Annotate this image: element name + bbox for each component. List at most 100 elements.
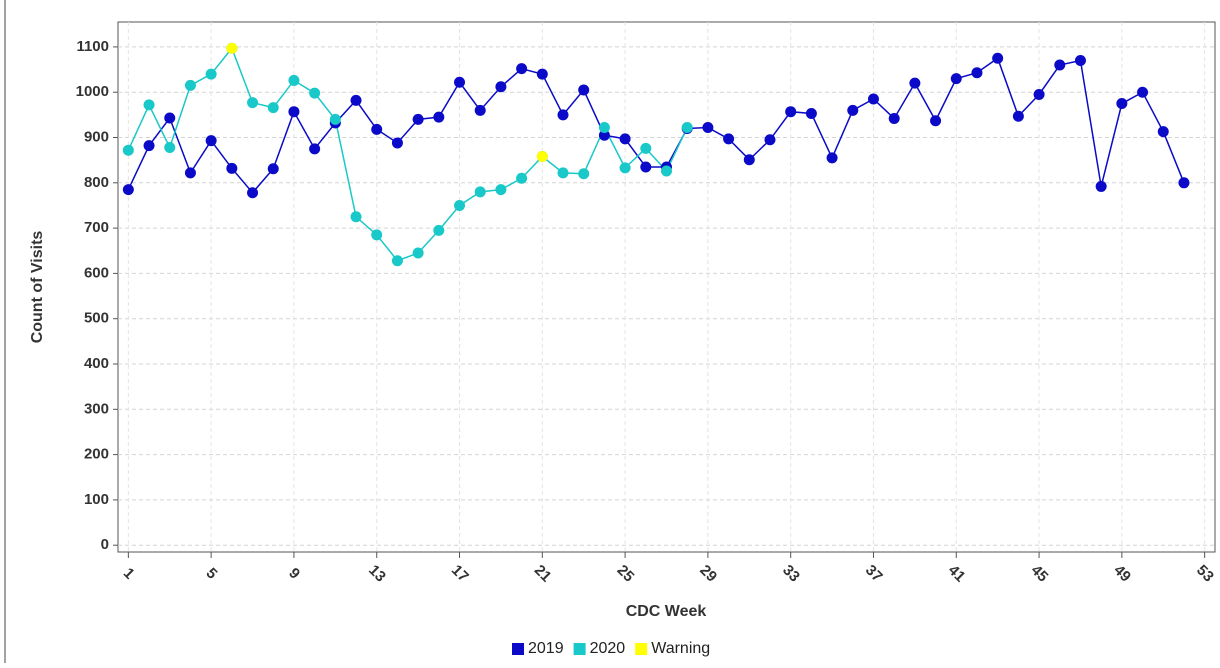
point xyxy=(536,68,548,80)
point xyxy=(267,163,279,175)
point xyxy=(930,115,942,127)
legend-label: Warning xyxy=(651,640,710,657)
point xyxy=(578,168,590,180)
point xyxy=(184,167,196,179)
point xyxy=(164,112,176,124)
point xyxy=(1054,59,1066,71)
point xyxy=(309,87,321,99)
point xyxy=(598,122,610,134)
point xyxy=(474,104,486,116)
point xyxy=(723,133,735,145)
x-tick-label: 25 xyxy=(614,562,638,586)
point xyxy=(474,186,486,198)
y-tick-label: 200 xyxy=(84,446,109,463)
point xyxy=(681,122,693,134)
point xyxy=(1033,88,1045,100)
point xyxy=(309,143,321,155)
point xyxy=(495,184,507,196)
point xyxy=(391,137,403,149)
point xyxy=(909,77,921,89)
point xyxy=(495,81,507,93)
y-tick-label: 1000 xyxy=(76,83,109,100)
x-tick-label: 53 xyxy=(1193,562,1217,586)
y-tick-label: 500 xyxy=(84,310,109,327)
plot-area xyxy=(117,21,1216,553)
legend-label: 2020 xyxy=(590,640,626,657)
point xyxy=(619,133,631,145)
y-tick-label: 1100 xyxy=(76,38,109,55)
point xyxy=(557,109,569,121)
point xyxy=(1116,98,1128,110)
point xyxy=(288,106,300,118)
point xyxy=(847,104,859,116)
series-line xyxy=(127,57,1185,194)
x-tick-label: 45 xyxy=(1028,562,1052,586)
point xyxy=(371,229,383,241)
y-tick-label: 600 xyxy=(84,264,109,281)
x-tick-label: 37 xyxy=(862,562,886,586)
legend-swatch xyxy=(573,643,586,655)
point xyxy=(578,84,590,96)
point xyxy=(391,255,403,267)
point xyxy=(971,67,983,79)
point xyxy=(826,152,838,164)
y-axis-label: Count of Visits xyxy=(29,231,46,344)
x-tick-label: 41 xyxy=(945,562,969,586)
point xyxy=(1012,110,1024,122)
point xyxy=(516,63,528,75)
x-tick-label: 29 xyxy=(696,562,720,586)
x-tick-label: 17 xyxy=(448,562,472,586)
point xyxy=(1095,180,1107,192)
y-tick-label: 100 xyxy=(84,491,109,508)
point xyxy=(412,247,424,259)
series-line xyxy=(127,46,688,262)
point xyxy=(640,142,652,154)
point xyxy=(184,79,196,91)
point xyxy=(371,123,383,135)
point xyxy=(888,112,900,124)
point xyxy=(164,141,176,153)
x-tick-label: 9 xyxy=(285,565,303,583)
x-tick-label: 5 xyxy=(203,565,221,583)
point xyxy=(247,97,259,109)
x-tick-label: 49 xyxy=(1110,562,1134,586)
y-tick-label: 0 xyxy=(101,536,109,553)
point xyxy=(143,99,155,111)
point xyxy=(433,111,445,123)
point xyxy=(122,184,134,196)
point xyxy=(1074,55,1086,67)
point xyxy=(143,140,155,152)
point xyxy=(247,187,259,199)
point xyxy=(329,113,341,125)
point xyxy=(226,42,238,54)
point xyxy=(433,224,445,236)
point xyxy=(412,113,424,125)
point xyxy=(226,162,238,174)
point xyxy=(785,106,797,118)
point xyxy=(805,108,817,120)
point xyxy=(743,154,755,166)
legend-label: 2019 xyxy=(528,640,564,657)
point xyxy=(205,135,217,147)
point xyxy=(267,102,279,114)
point xyxy=(619,162,631,174)
point xyxy=(1137,86,1149,98)
point xyxy=(122,144,134,156)
x-tick-label: 13 xyxy=(365,562,389,586)
legend-swatch xyxy=(512,643,524,655)
point xyxy=(205,68,217,80)
point xyxy=(950,73,962,85)
point xyxy=(702,122,714,134)
point xyxy=(454,76,466,88)
y-tick-label: 900 xyxy=(84,128,109,145)
point xyxy=(640,161,652,173)
point xyxy=(536,151,548,163)
x-tick-label: 21 xyxy=(531,562,555,586)
point xyxy=(350,94,362,106)
legend-swatch xyxy=(635,643,648,655)
point xyxy=(764,134,776,146)
point xyxy=(557,167,569,179)
point xyxy=(288,74,300,86)
